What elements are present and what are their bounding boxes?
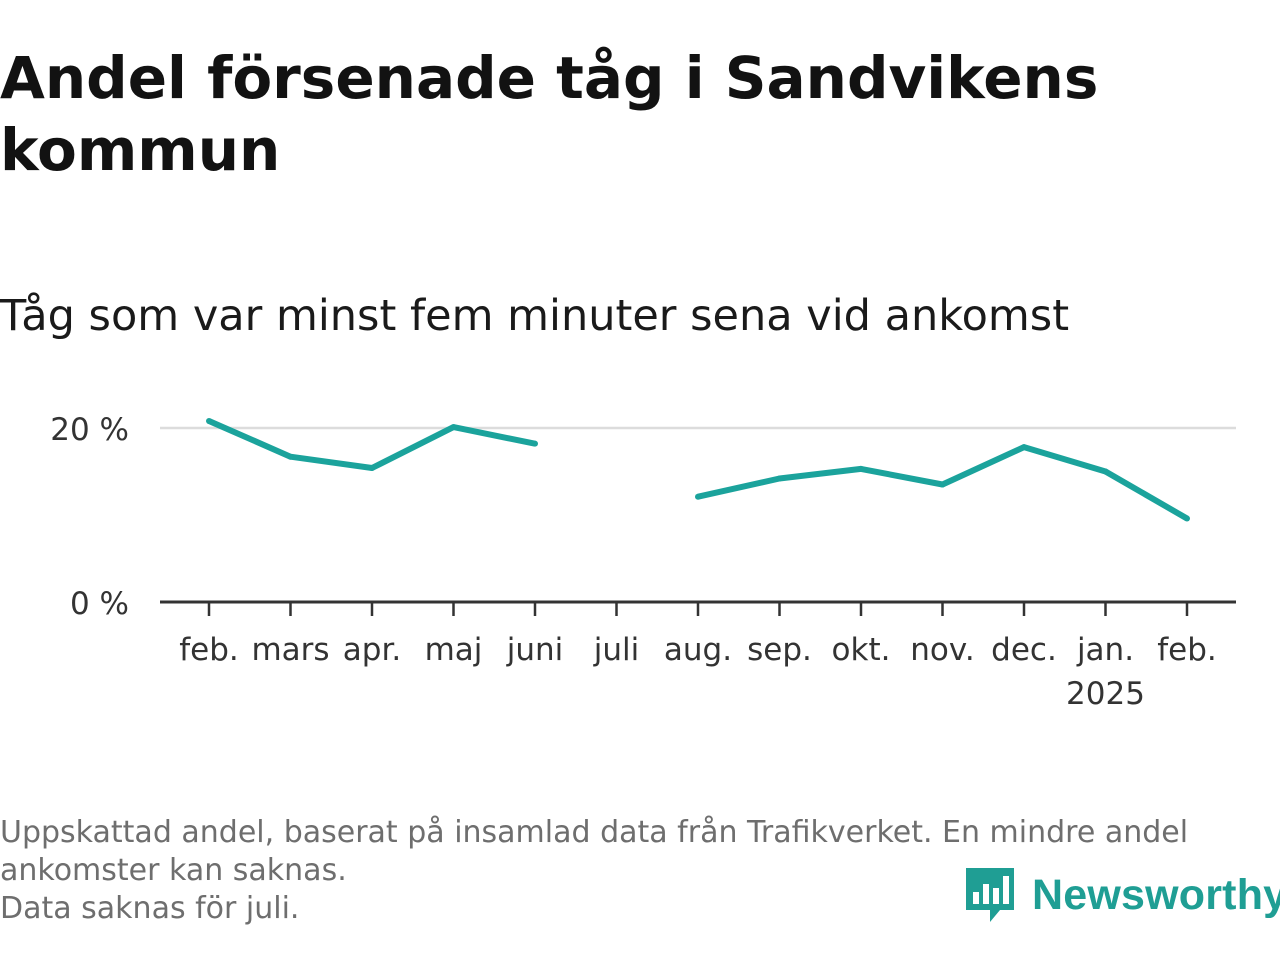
source-note: Uppskattad andel, baserat på insamlad da… — [0, 815, 1189, 850]
y-tick-label: 0 % — [70, 586, 129, 622]
data-point — [1021, 444, 1027, 451]
x-year-label: 2025 — [1066, 676, 1145, 712]
data-point — [287, 453, 294, 460]
x-tick-label: aug. — [664, 632, 732, 668]
chart-title: Andel försenade tåg i Sandvikens kommun — [0, 44, 1099, 184]
missing-data-note: Data saknas för juli. — [0, 891, 300, 926]
x-tick-label: feb. — [1157, 632, 1217, 668]
data-point — [206, 418, 212, 425]
x-tick-label: dec. — [991, 632, 1057, 668]
x-tick-label: juni — [506, 632, 564, 668]
data-point — [532, 440, 538, 447]
x-tick-label: nov. — [910, 632, 974, 668]
x-tick-label: mars — [251, 632, 329, 668]
data-point — [776, 475, 783, 482]
data-point — [450, 424, 457, 431]
line-chart: 0 % 20 % feb. mars apr. maj juni juli aug. sep. ok… — [50, 412, 1236, 712]
x-tick-label: jan. — [1076, 632, 1134, 668]
data-point — [695, 493, 701, 500]
chart-footer: Uppskattad andel, baserat på insamlad da… — [0, 814, 1275, 928]
x-tick-label: apr. — [343, 632, 401, 668]
source-note-continued: ankomster kan saknas. — [0, 853, 347, 888]
x-tick-label: sep. — [747, 632, 812, 668]
x-tick-label: okt. — [832, 632, 891, 668]
y-tick-label: 20 % — [50, 412, 129, 448]
x-tick-label: juli — [593, 632, 640, 668]
data-point — [369, 465, 375, 472]
data-point — [858, 465, 864, 472]
data-point — [1184, 515, 1190, 522]
x-tick-label: maj — [425, 632, 483, 668]
data-point — [1102, 468, 1109, 475]
chart-subtitle: Tåg som var minst fem minuter sena vid a… — [0, 291, 1070, 341]
newsworthy-logo-icon — [966, 868, 1014, 922]
data-point — [939, 481, 946, 488]
x-tick-label: feb. — [179, 632, 239, 668]
newsworthy-logo: Newsworthy — [964, 864, 1280, 926]
logo-text: Newsworthy — [1032, 870, 1280, 919]
